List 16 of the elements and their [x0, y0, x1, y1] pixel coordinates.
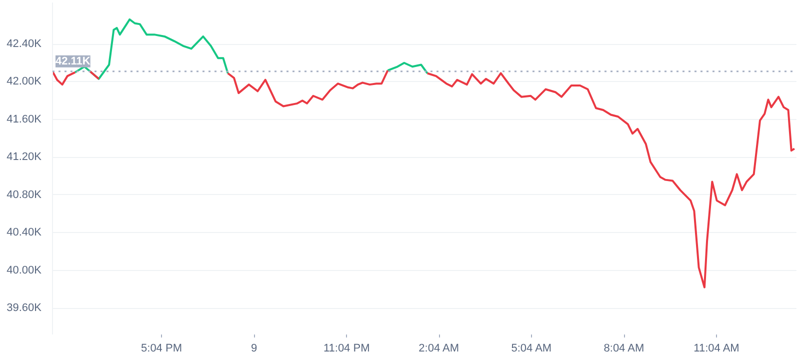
y-tick-label: 40.40K	[6, 226, 42, 239]
y-tick-label: 40.80K	[6, 188, 42, 201]
y-tick-label: 41.60K	[6, 113, 42, 126]
y-tick-label: 41.20K	[6, 151, 42, 164]
x-tick-label: 11:04 PM	[323, 342, 370, 354]
y-tick-label: 39.60K	[6, 302, 42, 314]
y-tick-label: 40.00K	[6, 264, 42, 276]
x-tick-label: 2:04 AM	[418, 342, 460, 354]
y-tick-label: 42.40K	[6, 38, 42, 50]
x-tick-label: 5:04 PM	[141, 342, 182, 354]
y-tick-label: 42.00K	[6, 76, 42, 88]
x-tick-label: 9	[250, 342, 258, 354]
x-tick-label: 11:04 AM	[694, 342, 740, 354]
x-tick-label: 8:04 AM	[604, 342, 644, 354]
x-tick-label: 5:04 AM	[511, 342, 552, 354]
ref-line-label: 42.11K	[56, 55, 90, 68]
